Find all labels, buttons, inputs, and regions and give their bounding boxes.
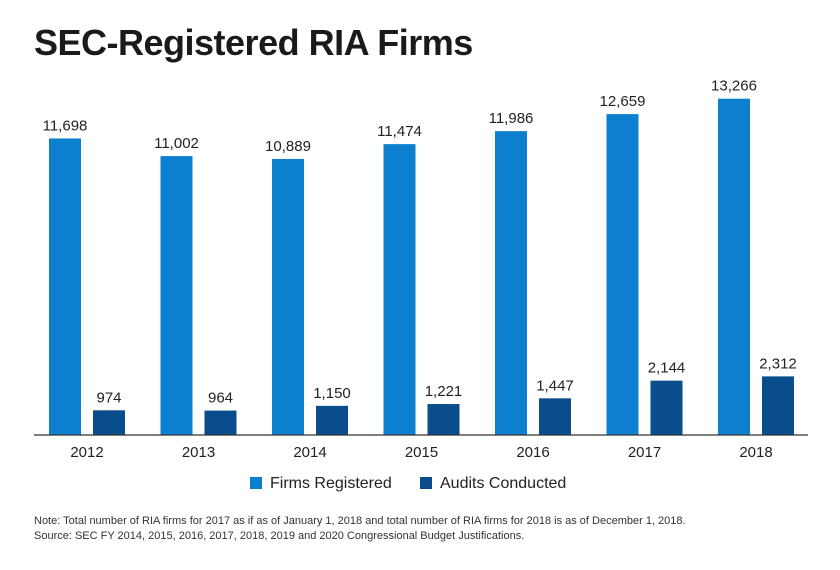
bar-audits-conducted (93, 410, 125, 435)
data-label-firms: 11,986 (489, 110, 534, 127)
x-tick-label: 2018 (739, 444, 772, 461)
bar-firms-registered (495, 131, 527, 435)
data-label-audits: 1,150 (313, 385, 351, 402)
bar-firms-registered (383, 144, 416, 435)
chart-title: SEC-Registered RIA Firms (34, 22, 473, 63)
legend-swatch-audits (420, 477, 432, 489)
data-label-firms: 13,266 (711, 78, 757, 95)
data-label-audits: 1,447 (536, 377, 574, 394)
x-tick-label: 2013 (182, 444, 215, 461)
bar-chart: 11,698 974 2012 11,002 964 2013 10,889 1,150 201… (34, 78, 808, 492)
legend-label-firms: Firms Registered (270, 475, 392, 492)
data-label-firms: 12,659 (600, 93, 646, 110)
source-text: Source: SEC FY 2014, 2015, 2016, 2017, 2… (34, 530, 525, 542)
x-tick-label: 2014 (293, 444, 326, 461)
data-label-audits: 2,144 (648, 360, 686, 377)
x-tick-label: 2012 (70, 444, 103, 461)
data-label-audits: 2,312 (759, 355, 797, 372)
data-label-firms: 11,474 (377, 123, 422, 140)
bar-audits-conducted (427, 404, 460, 435)
data-label-firms: 10,889 (265, 138, 311, 155)
data-label-firms: 11,698 (43, 117, 88, 134)
bar-firms-registered (272, 158, 304, 435)
bar-audits-conducted (650, 380, 683, 435)
legend-swatch-firms (250, 477, 262, 489)
data-label-audits: 1,221 (425, 383, 463, 400)
data-label-audits: 974 (96, 389, 121, 406)
bar-audits-conducted (539, 398, 571, 435)
x-tick-label: 2017 (628, 444, 661, 461)
legend-label-audits: Audits Conducted (440, 475, 566, 492)
x-tick-label: 2015 (405, 444, 438, 461)
x-tick-label: 2016 (516, 444, 549, 461)
bar-firms-registered (606, 114, 639, 435)
bar-audits-conducted (204, 410, 237, 435)
bar-firms-registered (718, 98, 750, 435)
bar-audits-conducted (762, 376, 794, 435)
data-label-audits: 964 (208, 390, 233, 407)
bar-firms-registered (160, 156, 193, 435)
bar-audits-conducted (316, 405, 348, 435)
data-label-firms: 11,002 (154, 135, 199, 152)
chart-notes: Note: Total number of RIA firms for 2017… (34, 514, 686, 544)
bar-firms-registered (49, 138, 81, 436)
note-text: Note: Total number of RIA firms for 2017… (34, 515, 686, 527)
